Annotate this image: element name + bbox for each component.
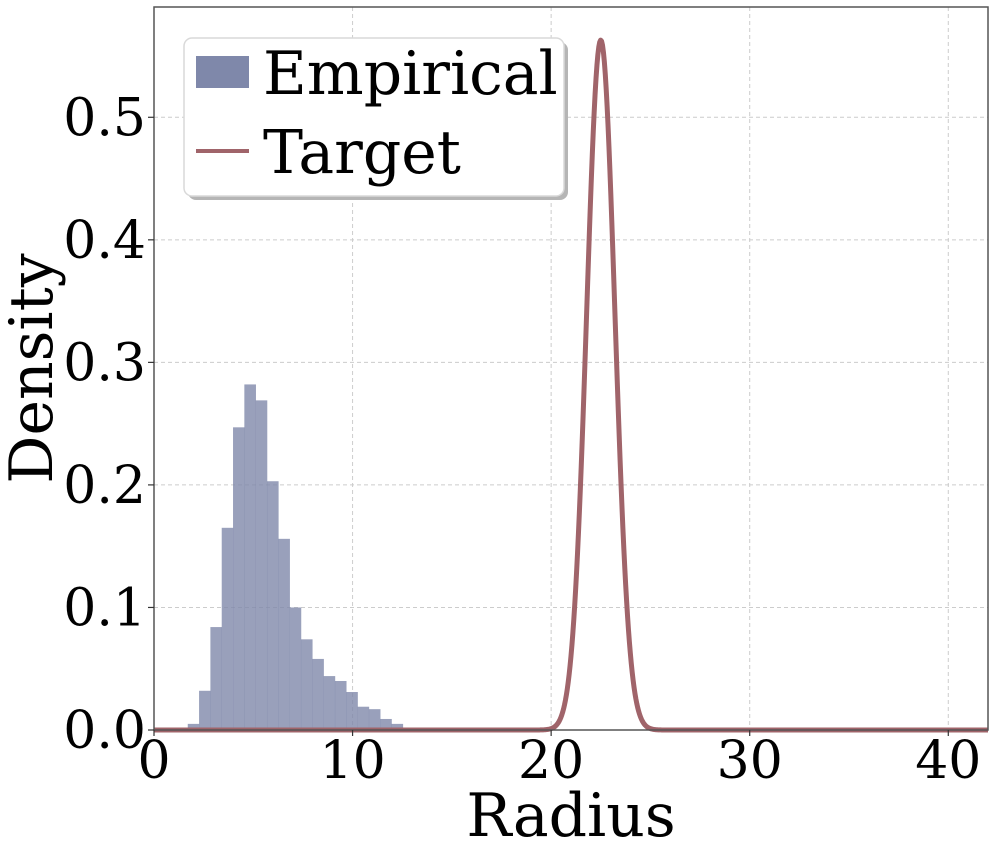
y-axis-ticks: 0.0 0.1 0.2 0.3 0.4 0.5 xyxy=(63,88,154,761)
plot-frame xyxy=(153,6,989,731)
histogram-bar xyxy=(391,723,404,730)
histogram-bar xyxy=(278,538,290,730)
y-tick-label: 0.2 xyxy=(63,456,146,516)
histogram-bar xyxy=(199,690,211,730)
legend-empirical-swatch xyxy=(196,56,249,88)
y-tick-label: 0.4 xyxy=(63,211,146,271)
grid xyxy=(153,7,988,731)
histogram-bar xyxy=(300,639,313,730)
histogram-bar xyxy=(380,718,392,730)
legend: Empirical Target xyxy=(183,37,568,200)
histogram-bar xyxy=(312,658,324,730)
x-tick-label: 30 xyxy=(717,731,783,791)
legend-target-label: Target xyxy=(263,118,461,188)
histogram-bar xyxy=(210,627,223,730)
y-tick-label: 0.1 xyxy=(63,578,146,638)
histogram-bar xyxy=(187,723,200,730)
legend-empirical-label: Empirical xyxy=(263,39,558,109)
histogram-bar xyxy=(357,706,370,730)
histogram-bar xyxy=(255,400,268,730)
histogram-bar xyxy=(334,680,347,730)
y-tick-label: 0.5 xyxy=(63,88,146,148)
histogram-bar xyxy=(368,709,381,730)
histogram-bar xyxy=(244,384,256,730)
y-axis-title: Density xyxy=(0,253,67,483)
y-tick-label: 0.0 xyxy=(63,701,146,761)
histogram-bar xyxy=(346,692,358,730)
y-tick-label: 0.3 xyxy=(63,333,146,393)
histogram-bar xyxy=(233,427,245,730)
histogram-bar xyxy=(323,676,336,730)
histogram-bar xyxy=(266,481,279,730)
x-axis-title: Radius xyxy=(466,781,675,851)
histogram-bars xyxy=(187,384,426,730)
x-tick-label: 20 xyxy=(518,731,584,791)
x-axis-ticks: 0 10 20 30 40 xyxy=(137,730,981,791)
legend-box xyxy=(183,37,565,197)
histogram-bar xyxy=(221,527,234,730)
x-tick-label: 40 xyxy=(915,731,981,791)
x-tick-label: 0 xyxy=(137,731,170,791)
x-tick-label: 10 xyxy=(319,731,385,791)
histogram-bar xyxy=(289,607,302,730)
